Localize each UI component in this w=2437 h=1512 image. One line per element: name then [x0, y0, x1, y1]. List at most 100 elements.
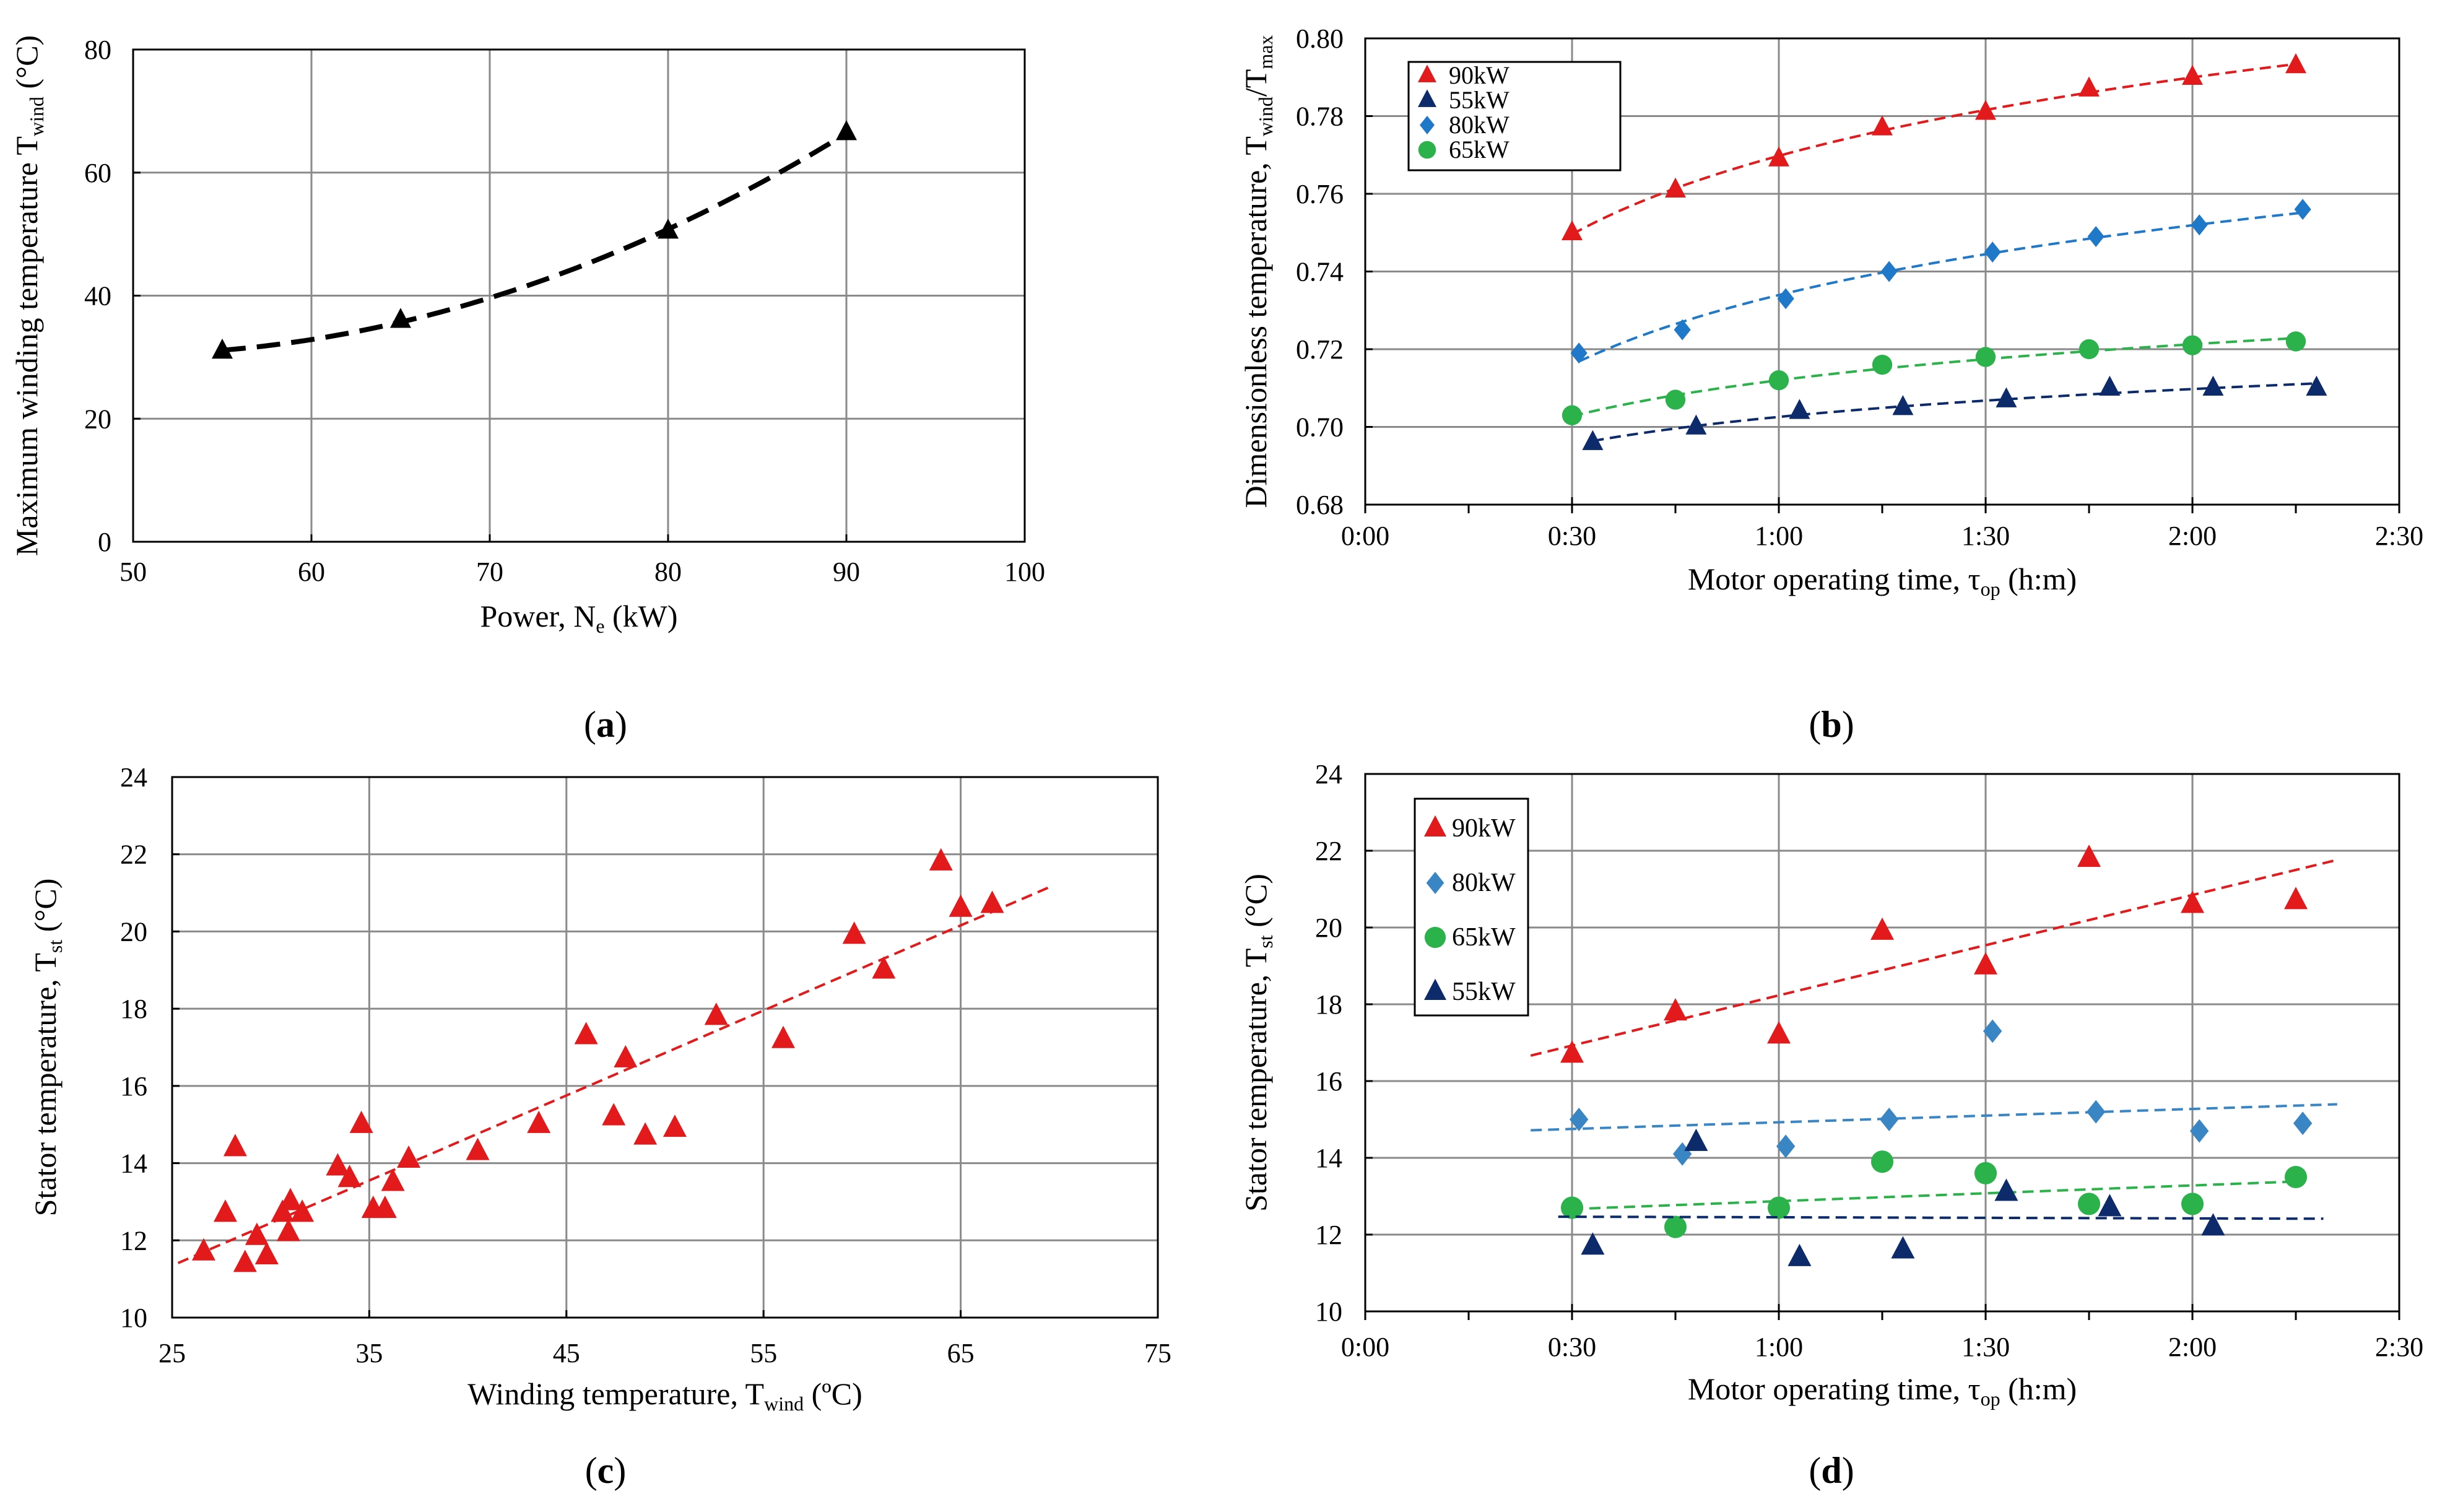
- panel-b-trend-55kw: [1592, 382, 2317, 443]
- panel-b-point-65kw: [1872, 354, 1893, 375]
- panel-c-point-measurements: [466, 1137, 490, 1160]
- panel-b-ytick-label: 0.70: [1296, 412, 1344, 443]
- panel-c-point-measurements: [842, 921, 866, 944]
- panel-b-point-90kw: [1768, 146, 1789, 167]
- panel-d-legend-label: 90kW: [1452, 814, 1516, 843]
- panel-b-point-90kw: [1665, 177, 1686, 198]
- panel-b-ytick-label: 0.68: [1296, 490, 1344, 520]
- panel-b-ytick-label: 0.74: [1296, 257, 1344, 287]
- panel-c-point-measurements: [381, 1168, 405, 1191]
- panel-c-point-measurements: [254, 1241, 279, 1264]
- panel-d-trend-55kw: [1558, 1215, 2324, 1220]
- panel-b-ytick-label: 0.80: [1296, 24, 1344, 54]
- panel-c-ytick-label: 18: [120, 994, 147, 1024]
- panel-d-legend-marker: [1424, 978, 1446, 1000]
- panel-b-legend-label: 55kW: [1449, 86, 1510, 114]
- panel-d-point-80kw: [1983, 1019, 2002, 1043]
- panel-c-point-measurements: [245, 1222, 269, 1245]
- panel-c-point-measurements: [980, 890, 1004, 913]
- panel-d-point-55kw: [2201, 1213, 2225, 1236]
- panel-d-point-90kw: [2181, 890, 2204, 913]
- panel-c-xtick-label: 75: [1144, 1338, 1171, 1368]
- panel-b-point-65kw: [2182, 335, 2203, 355]
- panel-b-point-55kw: [1996, 387, 2017, 407]
- panel-c-point-measurements: [290, 1199, 315, 1222]
- panel-c-point-measurements: [271, 1199, 295, 1222]
- panel-b-point-80kw: [1570, 342, 1588, 364]
- panel-d-point-80kw: [1879, 1108, 1899, 1131]
- panel-c-point-measurements: [662, 1114, 687, 1137]
- panel-c-x-axis-label: Winding temperature, Twind (ºC): [467, 1376, 862, 1415]
- panel-c-point-measurements: [633, 1122, 658, 1145]
- panel-d-xtick-label: 1:00: [1755, 1332, 1803, 1362]
- panel-d-point-65kw: [2181, 1193, 2204, 1215]
- panel-d-xtick-label: 2:30: [2375, 1332, 2423, 1362]
- panel-b-point-80kw: [1674, 319, 1691, 341]
- panel-c-point-measurements: [279, 1188, 303, 1210]
- panel-a-chart: (a) 50 60 70 80 90 100 0 20 40 60 80 Power, Ne (kW)…: [9, 35, 1045, 745]
- panel-a-xtick-label: 60: [298, 557, 325, 587]
- panel-d-legend-label: 65kW: [1452, 923, 1516, 952]
- panel-b-point-80kw: [2087, 226, 2105, 248]
- panel-b-xtick-label: 0:30: [1548, 521, 1596, 551]
- panel-d-legend-marker: [1426, 872, 1444, 894]
- panel-b-point-65kw: [1768, 370, 1789, 391]
- panel-c-ytick-label: 10: [120, 1303, 147, 1333]
- panel-c-point-measurements: [397, 1145, 421, 1168]
- panel-b-point-80kw: [2294, 199, 2311, 220]
- panel-d-xtick-label: 0:30: [1548, 1332, 1596, 1362]
- panel-d-point-65kw: [1560, 1196, 1584, 1219]
- panel-d-point-80kw: [1776, 1134, 1796, 1158]
- panel-c-point-measurements: [602, 1103, 626, 1126]
- panel-d-ytick-label: 20: [1315, 913, 1342, 943]
- panel-a-label: (a): [584, 704, 627, 745]
- panel-c-point-measurements: [704, 1002, 728, 1025]
- panel-c-xtick-label: 25: [159, 1338, 186, 1368]
- panel-a-x-axis-label: Power, Ne (kW): [480, 599, 677, 637]
- panel-d-point-55kw: [1684, 1128, 1708, 1151]
- panel-a-xtick-label: 50: [119, 557, 147, 587]
- panel-c-point-measurements: [574, 1022, 598, 1045]
- panel-d-point-65kw: [1767, 1196, 1791, 1219]
- panel-c-ytick-label: 14: [120, 1149, 147, 1179]
- panel-b-point-55kw: [1789, 399, 1810, 419]
- panel-a-point-max-winding-temperature: [212, 338, 233, 359]
- panel-b-point-55kw: [2202, 375, 2224, 396]
- panel-b-point-90kw: [1872, 115, 1893, 136]
- panel-c-label: (c): [585, 1450, 627, 1491]
- panel-d-point-65kw: [1870, 1150, 1894, 1173]
- panel-d-point-65kw: [2284, 1165, 2308, 1189]
- panel-d-xtick-label: 1:30: [1961, 1332, 2010, 1362]
- panel-c-point-measurements: [326, 1153, 350, 1176]
- panel-d-ytick-label: 10: [1315, 1297, 1342, 1327]
- panel-b-point-90kw: [2182, 64, 2203, 85]
- panel-b-label: (b): [1809, 704, 1854, 745]
- panel-b-point-65kw: [1665, 389, 1686, 410]
- panel-d-point-80kw: [2189, 1119, 2209, 1143]
- panel-c-point-measurements: [276, 1219, 300, 1241]
- panel-b-xtick-label: 0:00: [1341, 521, 1389, 551]
- panel-d-xtick-label: 0:00: [1341, 1332, 1389, 1362]
- panel-b-point-65kw: [1975, 347, 1996, 367]
- panel-d-point-90kw: [1664, 998, 1687, 1021]
- panel-c-point-measurements: [527, 1110, 551, 1133]
- panel-d-point-65kw: [1664, 1215, 1687, 1238]
- panel-b-ytick-label: 0.72: [1296, 334, 1344, 365]
- panel-b-legend-marker: [1420, 116, 1435, 134]
- panel-c-y-axis-label: Stator temperature, Tst (°C): [28, 879, 66, 1217]
- panel-d-ytick-label: 14: [1315, 1143, 1342, 1173]
- panel-c-point-measurements: [337, 1165, 362, 1188]
- panel-b-point-65kw: [2285, 331, 2306, 352]
- panel-b-legend-marker: [1418, 64, 1436, 82]
- panel-d-ytick-label: 16: [1315, 1066, 1342, 1097]
- panel-d-ytick-label: 24: [1315, 759, 1342, 789]
- panel-b-point-80kw: [2191, 214, 2208, 236]
- panel-a-xtick-label: 90: [833, 557, 860, 587]
- panel-b-legend: [1407, 61, 1622, 172]
- panel-b-trend-90kw: [1571, 63, 2296, 236]
- panel-d-chart: (d) 0:00 0:30 1:00 1:30 2:00 2:30 10 12 14 16 18 20…: [1238, 759, 2423, 1491]
- panel-c-chart: (c) 25 35 45 55 65 75 10 12 14 16 18 20 22 24 Winding …: [28, 762, 1171, 1491]
- panel-b-point-90kw: [2285, 53, 2306, 74]
